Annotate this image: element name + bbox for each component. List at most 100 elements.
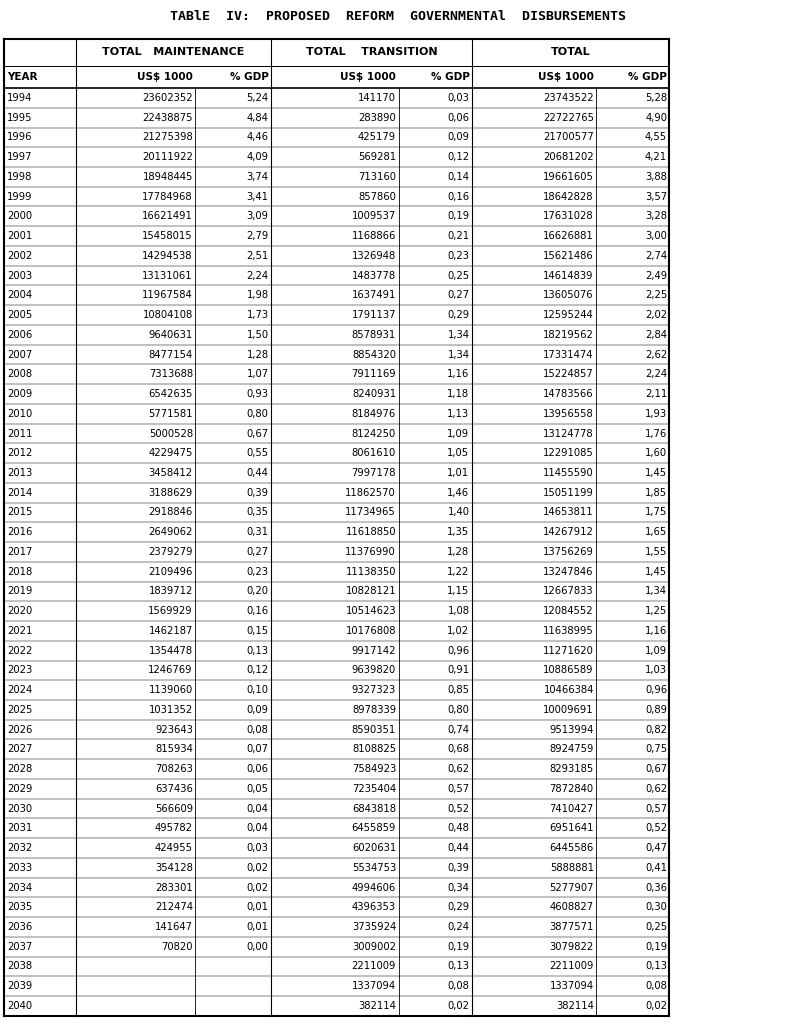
Text: 2379279: 2379279 (148, 547, 193, 557)
Text: 2035: 2035 (7, 902, 33, 912)
Text: 0,25: 0,25 (447, 270, 469, 281)
Text: 0,16: 0,16 (246, 606, 269, 616)
Text: 2005: 2005 (7, 310, 33, 321)
Text: 2015: 2015 (7, 508, 33, 517)
Text: 9639820: 9639820 (351, 666, 396, 676)
Text: 1337094: 1337094 (550, 981, 594, 991)
Text: 1,75: 1,75 (645, 508, 667, 517)
Text: 0,67: 0,67 (645, 764, 667, 774)
Text: 2,51: 2,51 (246, 251, 269, 261)
Text: 0,19: 0,19 (447, 211, 469, 221)
Text: 3458412: 3458412 (149, 468, 193, 478)
Text: 11967584: 11967584 (142, 291, 193, 300)
Text: TABlE  IV:  PROPOSED  REFORM  GOVERNMENTAl  DISBURSEMENTS: TABlE IV: PROPOSED REFORM GOVERNMENTAl D… (171, 10, 626, 23)
Text: 0,12: 0,12 (246, 666, 269, 676)
Text: 11455590: 11455590 (543, 468, 594, 478)
Text: 0,06: 0,06 (246, 764, 269, 774)
Text: 0,14: 0,14 (447, 172, 469, 182)
Text: 2032: 2032 (7, 843, 33, 853)
Text: 11734965: 11734965 (345, 508, 396, 517)
Text: 2,11: 2,11 (645, 389, 667, 399)
Text: 0,13: 0,13 (447, 962, 469, 972)
Text: 8854320: 8854320 (352, 349, 396, 359)
Text: 8978339: 8978339 (352, 705, 396, 715)
Text: 7872840: 7872840 (550, 783, 594, 794)
Text: 2012: 2012 (7, 449, 33, 458)
Text: 14783566: 14783566 (543, 389, 594, 399)
Text: 7410427: 7410427 (549, 804, 594, 813)
Text: 4994606: 4994606 (351, 883, 396, 893)
Text: 3009002: 3009002 (352, 942, 396, 951)
Text: 6445586: 6445586 (549, 843, 594, 853)
Text: 283301: 283301 (155, 883, 193, 893)
Text: 1,22: 1,22 (447, 566, 469, 577)
Text: 0,19: 0,19 (645, 942, 667, 951)
Text: 0,23: 0,23 (246, 566, 269, 577)
Text: 2211009: 2211009 (351, 962, 396, 972)
Text: 9917142: 9917142 (351, 646, 396, 655)
Text: 0,89: 0,89 (645, 705, 667, 715)
Text: 10514623: 10514623 (345, 606, 396, 616)
Text: 2010: 2010 (7, 409, 33, 419)
Text: 495782: 495782 (155, 823, 193, 834)
Text: 0,03: 0,03 (247, 843, 269, 853)
Text: 2023: 2023 (7, 666, 33, 676)
Text: 0,62: 0,62 (447, 764, 469, 774)
Text: 2,49: 2,49 (645, 270, 667, 281)
Text: 2040: 2040 (7, 1000, 33, 1011)
Text: 0,06: 0,06 (447, 113, 469, 123)
Text: 1,73: 1,73 (246, 310, 269, 321)
Text: 0,01: 0,01 (246, 902, 269, 912)
Text: 10804108: 10804108 (143, 310, 193, 321)
Text: 1,55: 1,55 (645, 547, 667, 557)
Text: 2009: 2009 (7, 389, 33, 399)
Text: 8293185: 8293185 (549, 764, 594, 774)
Text: 0,57: 0,57 (645, 804, 667, 813)
Text: US$ 1000: US$ 1000 (137, 72, 193, 82)
Text: 3,00: 3,00 (646, 231, 667, 241)
Text: 0,44: 0,44 (448, 843, 469, 853)
Text: 0,13: 0,13 (246, 646, 269, 655)
Text: 7235404: 7235404 (352, 783, 396, 794)
Text: 0,02: 0,02 (447, 1000, 469, 1011)
Text: 1,85: 1,85 (645, 487, 667, 498)
Text: 70820: 70820 (161, 942, 193, 951)
Text: 3079822: 3079822 (549, 942, 594, 951)
Text: 20681202: 20681202 (543, 153, 594, 162)
Text: 6020631: 6020631 (351, 843, 396, 853)
Text: 1,07: 1,07 (246, 370, 269, 379)
Text: 1,15: 1,15 (447, 587, 469, 596)
Text: 2020: 2020 (7, 606, 33, 616)
Text: 7584923: 7584923 (351, 764, 396, 774)
Text: 6542635: 6542635 (148, 389, 193, 399)
Text: 0,93: 0,93 (246, 389, 269, 399)
Text: 0,80: 0,80 (448, 705, 469, 715)
Text: 5888881: 5888881 (550, 863, 594, 872)
Text: 2029: 2029 (7, 783, 33, 794)
Text: 0,12: 0,12 (447, 153, 469, 162)
Text: 1,45: 1,45 (645, 566, 667, 577)
Text: 2037: 2037 (7, 942, 33, 951)
Text: 566609: 566609 (155, 804, 193, 813)
Text: TOTAL: TOTAL (551, 47, 591, 57)
Text: 9513994: 9513994 (549, 725, 594, 734)
Text: 0,55: 0,55 (246, 449, 269, 458)
Text: 10828121: 10828121 (345, 587, 396, 596)
Text: 1,65: 1,65 (645, 527, 667, 538)
Text: 5,28: 5,28 (645, 93, 667, 103)
Text: 1,28: 1,28 (447, 547, 469, 557)
Text: 18948445: 18948445 (143, 172, 193, 182)
Text: 21275398: 21275398 (142, 132, 193, 142)
Text: 923643: 923643 (155, 725, 193, 734)
Text: 2018: 2018 (7, 566, 33, 577)
Text: YEAR: YEAR (7, 72, 37, 82)
Text: 1,09: 1,09 (447, 428, 469, 438)
Text: 0,74: 0,74 (447, 725, 469, 734)
Text: 17331474: 17331474 (544, 349, 594, 359)
Text: 0,29: 0,29 (447, 902, 469, 912)
Text: 2022: 2022 (7, 646, 33, 655)
Text: 2,74: 2,74 (645, 251, 667, 261)
Text: 15458015: 15458015 (142, 231, 193, 241)
Text: 15224857: 15224857 (543, 370, 594, 379)
Text: TOTAL    TRANSITION: TOTAL TRANSITION (305, 47, 438, 57)
